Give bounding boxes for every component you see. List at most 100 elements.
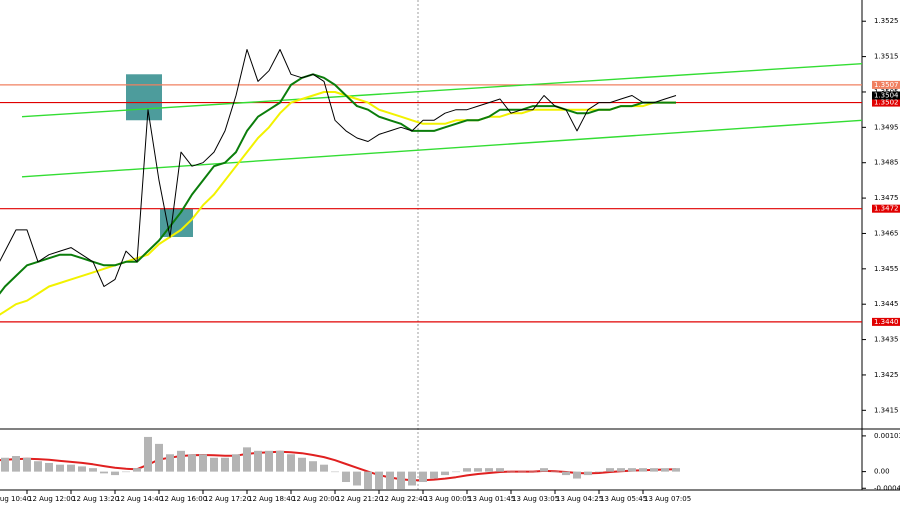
histogram-bar (419, 471, 427, 483)
histogram-bar (298, 457, 306, 472)
y-tick-label: 1.3425 (874, 371, 899, 379)
histogram-bar (430, 471, 438, 479)
histogram-bar (320, 464, 328, 472)
histogram-bar (617, 468, 625, 472)
x-tick-label: 13 Aug 05:45 (600, 495, 647, 503)
histogram-bar (342, 471, 350, 483)
histogram-bar (221, 457, 229, 472)
histogram-bar (177, 450, 185, 472)
level-tag (872, 204, 900, 213)
y-tick-label: 1.3415 (874, 406, 899, 414)
histogram-bar (56, 464, 64, 472)
histogram-bar (243, 447, 251, 472)
trend-line (21, 62, 863, 118)
histogram-bar (210, 457, 218, 472)
highlight-box (126, 74, 162, 121)
level-tag-label: 1.3472 (874, 205, 899, 213)
histogram-bar (232, 454, 240, 472)
histogram-bar (133, 468, 141, 472)
histogram-bar (144, 436, 152, 472)
x-tick-label: 13 Aug 03:05 (512, 495, 559, 503)
histogram-bar (331, 471, 339, 473)
histogram-bar (606, 468, 614, 472)
x-tick-label: 13 Aug 01:45 (468, 495, 515, 503)
y2-tick-label: 0.00 (874, 468, 890, 476)
histogram-bar (397, 471, 405, 489)
level-tag-label: 1.3502 (874, 99, 899, 107)
histogram-bar (529, 471, 537, 473)
histogram-bar (111, 471, 119, 476)
histogram-bar (441, 471, 449, 476)
histogram-bar (89, 468, 97, 472)
histogram-bar (78, 466, 86, 472)
histogram-bar (375, 471, 383, 489)
x-tick-label: 13 Aug 00:05 (424, 495, 471, 503)
histogram-bar (12, 456, 20, 472)
x-tick-label: 12 Aug 10:40 (0, 495, 31, 503)
y-tick-label: 1.3525 (874, 17, 899, 25)
x-tick-label: 13 Aug 04:25 (556, 495, 603, 503)
level-tag-label: 1.3507 (874, 81, 899, 89)
histogram-bar (452, 471, 460, 473)
level-tag (872, 317, 900, 326)
histogram-bar (650, 468, 658, 472)
y-tick-label: 1.3445 (874, 300, 899, 308)
price-tag-label: 1.3504 (874, 92, 899, 100)
y-tick-label: 1.3475 (874, 194, 899, 202)
trend-line (21, 119, 863, 178)
histogram-bar (551, 471, 559, 473)
histogram-bar (309, 461, 317, 472)
histogram-bar (661, 468, 669, 472)
y-tick-label: 1.3485 (874, 159, 899, 167)
histogram-bar (507, 471, 515, 473)
histogram-bar (166, 454, 174, 472)
histogram-bar (584, 471, 592, 476)
series-line (0, 91, 676, 316)
histogram-bar (518, 471, 526, 473)
histogram-bar (573, 471, 581, 479)
level-tag (872, 98, 900, 107)
y-tick-label: 1.3495 (874, 123, 899, 131)
histogram-bar (45, 462, 53, 472)
histogram-bar (287, 454, 295, 472)
histogram-bar (276, 450, 284, 472)
x-tick-label: 12 Aug 18:40 (248, 495, 295, 503)
x-tick-label: 12 Aug 14:40 (116, 495, 163, 503)
level-tag (872, 80, 900, 89)
histogram-bar (100, 471, 108, 474)
histogram-bar (496, 468, 504, 472)
x-tick-label: 12 Aug 13:20 (72, 495, 119, 503)
histogram-bar (639, 468, 647, 472)
histogram-bar (67, 464, 75, 472)
histogram-bar (1, 457, 9, 472)
histogram-bar (353, 471, 361, 486)
y-tick-label: 1.3465 (874, 229, 899, 237)
histogram-bar (672, 468, 680, 472)
x-tick-label: 12 Aug 17:20 (204, 495, 251, 503)
level-tag-label: 1.3440 (874, 318, 899, 326)
histogram-bar (188, 454, 196, 472)
y-tick-label: 1.3455 (874, 265, 899, 273)
histogram-bar (386, 471, 394, 489)
histogram-bar (199, 454, 207, 472)
y-tick-label: 1.3435 (874, 336, 899, 344)
x-tick-label: 12 Aug 16:00 (160, 495, 207, 503)
histogram-bar (463, 468, 471, 472)
histogram-bar (23, 457, 31, 472)
histogram-bar (474, 468, 482, 472)
histogram-bar (265, 450, 273, 472)
histogram-bar (155, 443, 163, 472)
x-tick-label: 12 Aug 12:00 (28, 495, 75, 503)
histogram-bar (595, 471, 603, 473)
histogram-bar (254, 450, 262, 472)
histogram-bar (34, 461, 42, 472)
histogram-bar (122, 471, 130, 473)
histogram-bar (408, 471, 416, 486)
price-tag (872, 91, 900, 100)
histogram-bar (485, 468, 493, 472)
series-line (0, 49, 677, 287)
y2-tick-label: -0.00048 (874, 484, 900, 492)
series-line (0, 450, 677, 482)
y2-tick-label: 0.00103 (874, 432, 900, 440)
